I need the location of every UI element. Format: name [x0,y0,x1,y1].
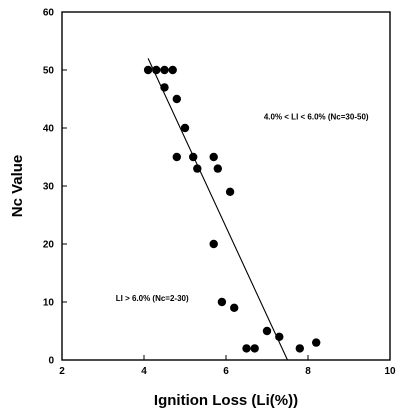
data-point [275,332,284,341]
y-tick-label: 20 [43,240,55,251]
data-point [230,303,239,312]
data-point [189,152,198,162]
y-axis-title: Nc Value [9,155,26,218]
y-tick-label: 50 [43,66,55,77]
data-point [213,164,222,173]
data-point [217,297,227,307]
data-point [152,65,161,75]
data-point [209,239,218,249]
data-point [209,152,218,162]
data-point [168,65,177,75]
data-point [250,344,259,353]
data-point [180,123,190,133]
y-tick-label: 40 [43,124,55,135]
data-point [172,152,181,162]
annotations: 4.0% < LI < 6.0% (Nc=30-50) LI > 6.0% (Nc… [116,112,369,303]
data-point [242,344,251,353]
data-point [143,65,153,75]
y-tick-label: 10 [43,298,55,309]
data-point [295,344,304,353]
y-tick-label: 60 [43,8,55,19]
axis-ticks: 2 4 6 8 10 0 10 20 30 40 50 60 [43,8,396,378]
data-point [172,94,181,104]
annotation-label: 4.0% < LI < 6.0% (Nc=30-50) [264,112,369,121]
trend-line-group [147,58,288,361]
y-tick-label: 30 [43,182,55,193]
x-axis-title: Ignition Loss (Li(%)) [154,392,298,409]
data-point [193,164,202,173]
x-tick-label: 6 [223,366,229,377]
data-point [262,326,272,336]
x-tick-label: 10 [384,366,396,377]
data-point [160,83,169,92]
plot-frame [61,11,391,361]
data-point [225,187,235,196]
y-tick-label: 0 [48,356,54,367]
annotation-label: LI > 6.0% (Nc=2-30) [116,294,189,303]
trend-line [147,58,288,361]
x-tick-label: 8 [305,366,311,377]
x-tick-label: 2 [59,366,65,377]
data-point [312,338,321,347]
data-points [143,65,321,353]
x-tick-label: 4 [141,366,147,377]
data-point [160,65,169,75]
